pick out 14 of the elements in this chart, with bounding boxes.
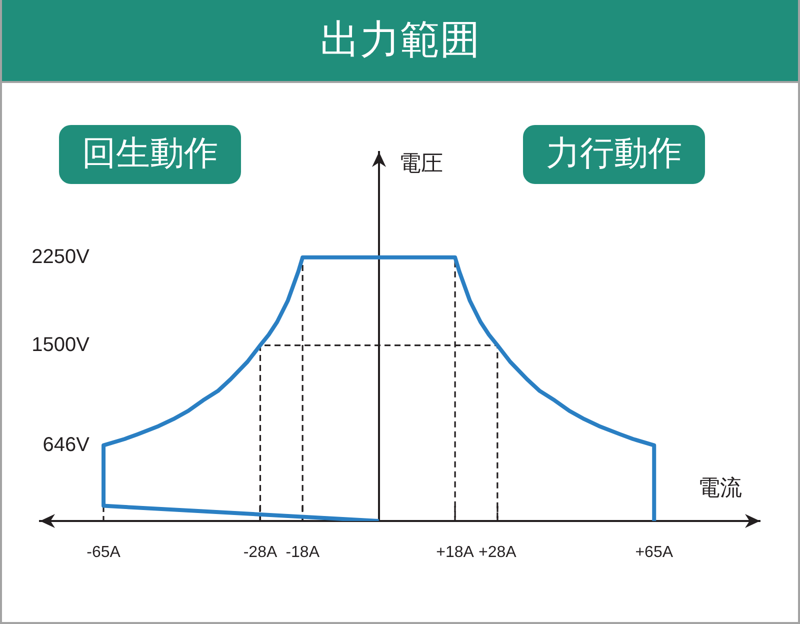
- x-tick-label: -28A: [243, 544, 278, 562]
- y-tick-label: 1500V: [32, 334, 90, 356]
- x-tick-label: +65A: [635, 544, 674, 562]
- y-tick-label: 646V: [42, 434, 90, 456]
- x-tick-label: -65A: [86, 544, 121, 562]
- x-axis-title: 電流: [698, 476, 742, 501]
- annotation: 回生動作: [82, 133, 218, 174]
- y-axis-title: 電圧: [398, 152, 443, 177]
- annotation: 力行動作: [546, 133, 682, 174]
- x-tick-label: +28A: [478, 544, 517, 562]
- y-tick-label: 2250V: [32, 246, 90, 268]
- x-tick-label: +18A: [436, 544, 474, 562]
- x-tick-label: -18A: [286, 544, 320, 562]
- chart-title: 出力範囲: [0, 0, 800, 83]
